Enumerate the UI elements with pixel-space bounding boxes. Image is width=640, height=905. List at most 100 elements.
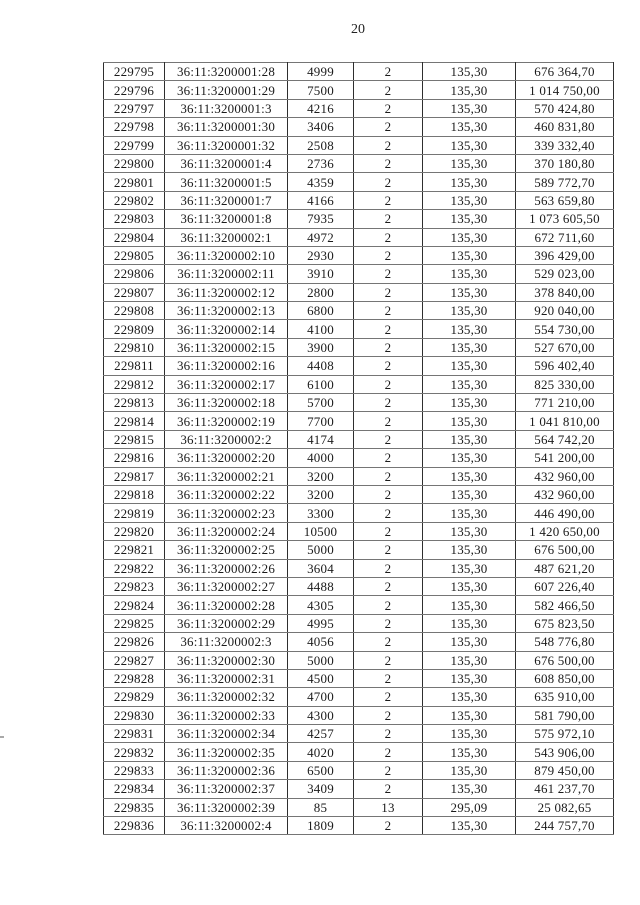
table-cell: 36:11:3200002:29 xyxy=(164,613,288,634)
table-cell: 36:11:3200002:17 xyxy=(164,374,288,395)
table-row: 229817 36:11:3200002:21 3200 2 135,30 432 960… xyxy=(103,466,614,486)
table-cell: 554 730,00 xyxy=(515,319,614,339)
table-cell: 7935 xyxy=(287,209,354,229)
table-cell: 229816 xyxy=(103,448,165,468)
table-cell: 229829 xyxy=(103,687,165,707)
page-number: 20 xyxy=(351,22,365,37)
table-cell: 36:11:3200002:19 xyxy=(164,411,288,431)
table-cell: 676 364,70 xyxy=(515,61,614,82)
table-cell: 135,30 xyxy=(422,448,516,468)
table-body: 229795 36:11:3200001:28 4999 2 135,30 676 364… xyxy=(103,61,614,836)
table-cell: 229803 xyxy=(103,209,165,229)
table-cell: 581 790,00 xyxy=(515,705,614,726)
table-cell: 2 xyxy=(353,779,423,799)
table-cell: 229831 xyxy=(103,724,165,744)
table-cell: 36:11:3200002:34 xyxy=(164,724,288,744)
table-row: 229829 36:11:3200002:32 4700 2 135,30 635 910… xyxy=(103,687,614,707)
table-cell: 3200 xyxy=(287,466,354,486)
table-cell: 607 226,40 xyxy=(515,576,614,597)
table-cell: 2 xyxy=(353,245,423,266)
table-cell: 2 xyxy=(353,521,423,542)
table-cell: 825 330,00 xyxy=(515,374,614,395)
table-cell: 2 xyxy=(353,484,423,505)
table-cell: 2 xyxy=(353,190,423,211)
table-cell: 1809 xyxy=(287,816,354,836)
table-cell: 135,30 xyxy=(422,117,516,137)
table-cell: 36:11:3200002:30 xyxy=(164,650,288,670)
table-cell: 2736 xyxy=(287,153,354,174)
table-cell: 135,30 xyxy=(422,153,516,174)
table-row: 229799 36:11:3200001:32 2508 2 135,30 339 332… xyxy=(103,135,614,155)
table-cell: 10500 xyxy=(287,521,354,542)
table-cell: 2 xyxy=(353,209,423,229)
table-cell: 370 180,80 xyxy=(515,153,614,174)
table-cell: 2 xyxy=(353,540,423,560)
table-cell: 36:11:3200001:7 xyxy=(164,190,288,211)
table-cell: 135,30 xyxy=(422,190,516,211)
table-cell: 36:11:3200002:32 xyxy=(164,687,288,707)
table-cell: 4999 xyxy=(287,61,354,82)
table-cell: 229797 xyxy=(103,98,165,119)
table-cell: 2 xyxy=(353,374,423,395)
table-cell: 1 420 650,00 xyxy=(515,521,614,542)
table-cell: 36:11:3200002:33 xyxy=(164,705,288,726)
table-cell: 3409 xyxy=(287,779,354,799)
table-cell: 229800 xyxy=(103,153,165,174)
table-cell: 229825 xyxy=(103,613,165,634)
table-cell: 920 040,00 xyxy=(515,301,614,321)
table-cell: 2 xyxy=(353,172,423,192)
table-cell: 527 670,00 xyxy=(515,337,614,358)
table-cell: 675 823,50 xyxy=(515,613,614,634)
table-cell: 36:11:3200002:39 xyxy=(164,797,288,818)
table-cell: 4166 xyxy=(287,190,354,211)
table-cell: 135,30 xyxy=(422,209,516,229)
table-cell: 229821 xyxy=(103,540,165,560)
table-cell: 4408 xyxy=(287,356,354,376)
table-row: 229800 36:11:3200001:4 2736 2 135,30 370 180,… xyxy=(103,153,614,174)
table-cell: 229822 xyxy=(103,558,165,578)
table-cell: 229826 xyxy=(103,632,165,652)
table-row: 229826 36:11:3200002:3 4056 2 135,30 548 776,… xyxy=(103,632,614,652)
valuation-table: 229795 36:11:3200001:28 4999 2 135,30 676 364… xyxy=(103,61,614,836)
table-cell: 4056 xyxy=(287,632,354,652)
table-cell: 2 xyxy=(353,227,423,247)
table-cell: 135,30 xyxy=(422,724,516,744)
table-cell: 596 402,40 xyxy=(515,356,614,376)
table-cell: 135,30 xyxy=(422,779,516,799)
table-cell: 135,30 xyxy=(422,540,516,560)
table-cell: 135,30 xyxy=(422,521,516,542)
table-cell: 543 906,00 xyxy=(515,742,614,762)
table-cell: 5000 xyxy=(287,650,354,670)
table-cell: 135,30 xyxy=(422,595,516,615)
table-cell: 2 xyxy=(353,319,423,339)
table-cell: 36:11:3200002:24 xyxy=(164,521,288,542)
table-cell: 6100 xyxy=(287,374,354,395)
table-cell: 135,30 xyxy=(422,484,516,505)
table-cell: 36:11:3200002:13 xyxy=(164,301,288,321)
table-cell: 36:11:3200002:35 xyxy=(164,742,288,762)
table-row: 229796 36:11:3200001:29 7500 2 135,30 1 014 7… xyxy=(103,80,614,100)
table-cell: 432 960,00 xyxy=(515,466,614,486)
table-row: 229803 36:11:3200001:8 7935 2 135,30 1 073 60… xyxy=(103,209,614,229)
table-row: 229802 36:11:3200001:7 4166 2 135,30 563 659,… xyxy=(103,190,614,211)
table-cell: 2 xyxy=(353,301,423,321)
table-row: 229833 36:11:3200002:36 6500 2 135,30 879 450… xyxy=(103,760,614,781)
table-cell: 529 023,00 xyxy=(515,264,614,284)
table-cell: 36:11:3200002:11 xyxy=(164,264,288,284)
table-cell: 461 237,70 xyxy=(515,779,614,799)
table-cell: 135,30 xyxy=(422,337,516,358)
table-cell: 135,30 xyxy=(422,319,516,339)
table-cell: 229828 xyxy=(103,668,165,689)
table-cell: 36:11:3200002:10 xyxy=(164,245,288,266)
table-cell: 570 424,80 xyxy=(515,98,614,119)
table-cell: 4700 xyxy=(287,687,354,707)
table-cell: 229813 xyxy=(103,393,165,413)
table-row: 229819 36:11:3200002:23 3300 2 135,30 446 490… xyxy=(103,503,614,523)
table-row: 229834 36:11:3200002:37 3409 2 135,30 461 237… xyxy=(103,779,614,799)
table-cell: 229809 xyxy=(103,319,165,339)
table-cell: 36:11:3200002:14 xyxy=(164,319,288,339)
table-cell: 4216 xyxy=(287,98,354,119)
table-cell: 135,30 xyxy=(422,687,516,707)
table-cell: 135,30 xyxy=(422,80,516,100)
table-cell: 582 466,50 xyxy=(515,595,614,615)
